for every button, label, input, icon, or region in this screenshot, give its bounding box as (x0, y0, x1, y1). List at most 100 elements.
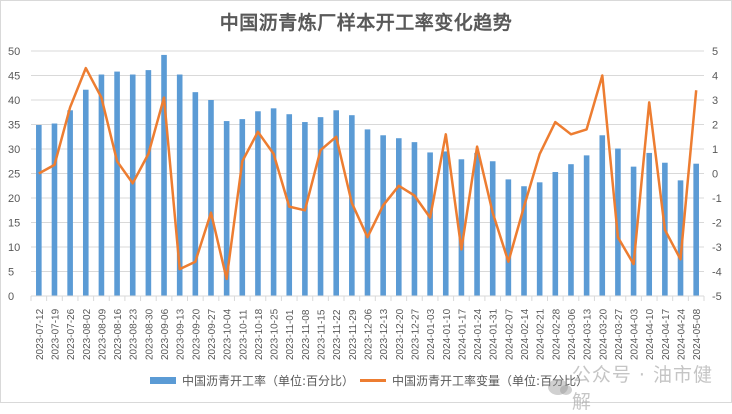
y-right-tick: 5 (712, 46, 718, 58)
bar (536, 182, 543, 296)
bar (568, 164, 574, 296)
y-left-tick: 0 (8, 291, 14, 303)
x-tick-label: 2024-02-14 (520, 308, 531, 360)
y-left-tick: 30 (8, 144, 20, 156)
bar (615, 148, 621, 296)
y-right-tick: -4 (712, 267, 722, 279)
bar (67, 110, 73, 296)
x-tick-label: 2023-11-01 (285, 309, 296, 360)
x-tick-label: 2024-01-03 (426, 308, 437, 360)
x-tick-label: 2024-05-08 (692, 308, 703, 360)
x-tick-label: 2024-03-20 (598, 308, 609, 360)
bar (411, 142, 418, 296)
bar (208, 100, 214, 296)
bar (693, 163, 699, 296)
bar (161, 54, 167, 296)
wechat-icon (548, 379, 572, 395)
x-tick-label: 2023-08-02 (82, 308, 93, 360)
x-tick-label: 2023-12-27 (410, 308, 421, 360)
bar (396, 138, 402, 296)
legend-line-swatch (360, 379, 387, 382)
x-tick-label: 2023-08-16 (113, 308, 124, 360)
bar (239, 119, 246, 296)
y-right-tick: 2 (712, 120, 718, 132)
legend-bar-label: 中国沥青开工率（单位:百分比） (182, 374, 355, 388)
x-tick-label: 2024-04-10 (645, 308, 656, 360)
y-left-tick: 35 (8, 120, 20, 132)
y-right-tick: -1 (712, 193, 722, 205)
y-left-tick: 5 (8, 267, 14, 279)
x-tick-label: 2023-12-06 (364, 308, 375, 360)
bar (505, 179, 512, 296)
bar (270, 108, 277, 296)
x-tick-label: 2023-07-19 (50, 308, 61, 360)
y-left-tick: 10 (8, 242, 20, 254)
bar (630, 166, 637, 296)
x-tick-label: 2023-10-18 (254, 308, 265, 360)
y-left-tick: 40 (8, 95, 20, 107)
x-tick-label: 2023-09-20 (191, 308, 202, 360)
x-tick-label: 2023-08-30 (144, 308, 155, 360)
x-tick-label: 2023-08-23 (129, 308, 140, 360)
bar (51, 123, 58, 297)
bar (599, 135, 606, 296)
x-tick-label: 2024-04-24 (677, 308, 688, 360)
bar (333, 110, 339, 296)
bar (82, 89, 89, 297)
y-left-tick: 25 (8, 169, 20, 181)
y-right-tick: -2 (712, 218, 722, 230)
x-tick-label: 2024-02-28 (551, 308, 562, 360)
y-right-tick: 1 (712, 144, 718, 156)
x-tick-label: 2024-01-24 (473, 308, 484, 360)
bar (521, 186, 527, 296)
x-tick-label: 2024-04-03 (630, 308, 641, 360)
bar (223, 121, 230, 296)
bar (192, 92, 199, 296)
bar (677, 180, 684, 296)
line-series (38, 66, 698, 281)
bar (442, 151, 449, 296)
bar (145, 70, 152, 296)
y-left-tick: 15 (8, 218, 20, 230)
x-tick-label: 2023-10-25 (270, 308, 281, 360)
legend-item-line: 中国沥青开工率变量（单位:百分比） (360, 372, 588, 389)
bar (36, 124, 42, 297)
y-right-tick: 4 (712, 71, 718, 83)
x-tick-label: 2023-09-13 (176, 308, 187, 360)
bar (255, 111, 261, 297)
x-tick-label: 2024-03-13 (583, 308, 594, 360)
x-tick-label: 2024-01-31 (489, 308, 500, 360)
x-axis: 2023-07-12 2023-07-19 2023-07-26 2023-08-02… (30, 295, 705, 360)
bar (317, 117, 324, 297)
x-tick-label: 2023-09-06 (160, 308, 171, 360)
bar (552, 172, 559, 296)
x-tick-label: 2023-07-12 (35, 308, 46, 360)
bar (176, 74, 183, 297)
legend-item-bar: 中国沥青开工率（单位:百分比） (150, 372, 354, 389)
legend-line-label: 中国沥青开工率变量（单位:百分比） (392, 374, 589, 388)
x-tick-label: 2024-02-07 (504, 308, 515, 360)
bar (380, 135, 386, 296)
y-right-tick: -3 (712, 242, 722, 254)
x-tick-label: 2023-10-11 (238, 309, 249, 360)
bar (427, 152, 433, 296)
x-tick-label: 2023-11-08 (301, 309, 312, 360)
x-tick-label: 2024-01-17 (457, 308, 468, 360)
y-left-tick: 50 (8, 46, 20, 58)
bar (474, 152, 480, 296)
bar (489, 161, 496, 296)
x-tick-label: 2024-01-10 (442, 308, 453, 360)
bar (646, 152, 653, 296)
chart-title: 中国沥青炼厂样本开工率变化趋势 (219, 12, 513, 34)
x-tick-label: 2024-02-21 (536, 308, 547, 360)
x-tick-label: 2023-12-13 (379, 308, 390, 360)
x-tick-label: 2023-11-29 (348, 309, 359, 360)
y-left-tick: 45 (8, 71, 20, 83)
watermark: 公众号 · 油市健解 (548, 360, 732, 414)
watermark-text: 公众号 · 油市健解 (571, 364, 713, 413)
x-tick-label: 2023-11-15 (317, 309, 328, 360)
y-axis-right: -5 -4 -3 -2 -1 0 1 2 3 4 5 (712, 46, 722, 303)
x-tick-label: 2023-11-22 (332, 309, 343, 360)
bar (98, 74, 105, 297)
x-tick-label: 2024-03-06 (567, 308, 578, 360)
